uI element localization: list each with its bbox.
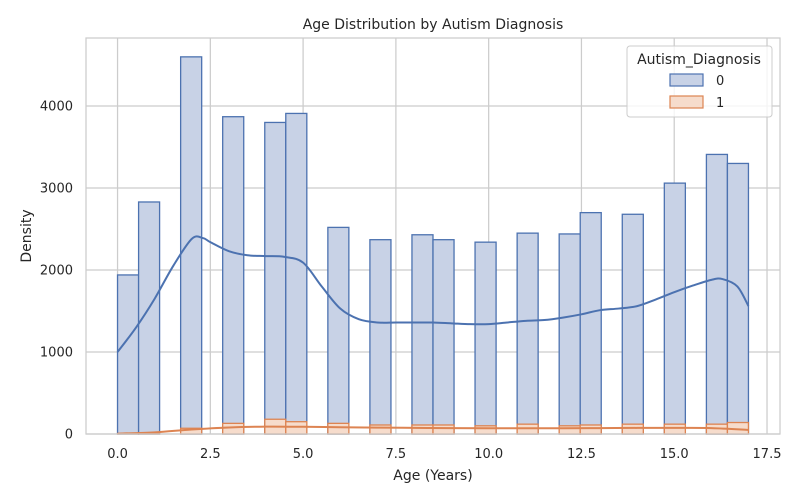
histogram-bar (579, 424, 602, 435)
histogram-bar (474, 241, 497, 435)
x-tick-label: 5.0 (293, 447, 314, 462)
histogram-bar (222, 422, 245, 435)
kde-line-series-1 (117, 425, 749, 435)
x-tick-label: 2.5 (200, 447, 221, 462)
chart-title: Age Distribution by Autism Diagnosis (303, 17, 564, 33)
plot-frame (85, 37, 781, 435)
histogram-bar (411, 424, 434, 435)
x-tick-label: 10.0 (474, 447, 503, 462)
histogram-bar (579, 211, 602, 435)
x-tick-label: 17.5 (753, 447, 782, 462)
legend-swatch-1 (669, 95, 704, 109)
legend: Autism_Diagnosis 0 1 (626, 45, 773, 118)
histogram-bar (558, 233, 581, 435)
kde-line-series-0 (116, 235, 750, 353)
histogram-bar (663, 423, 687, 435)
histogram-bar (369, 239, 392, 435)
histogram-bar (327, 422, 350, 435)
y-tick-label: 0 (65, 428, 73, 443)
histogram-bar (558, 425, 581, 435)
histogram-bar (285, 421, 308, 435)
y-tick-label: 2000 (40, 264, 73, 279)
histogram-bar (516, 232, 539, 435)
histogram-bar (116, 274, 140, 435)
histogram-bar (369, 424, 392, 435)
histogram-bar (222, 116, 245, 435)
histogram-bar (327, 226, 350, 435)
histogram-bar (621, 213, 644, 435)
x-tick-label: 12.5 (567, 447, 596, 462)
x-axis-label: Age (Years) (393, 468, 472, 484)
x-tick-label: 15.0 (660, 447, 689, 462)
x-tick-label: 7.5 (386, 447, 407, 462)
histogram-bar (179, 56, 203, 435)
legend-swatch-0 (669, 73, 704, 87)
histogram-bar (432, 424, 455, 435)
histogram-bar (474, 425, 497, 435)
y-axis-ticks: 0 1000 2000 3000 4000 (40, 100, 73, 443)
histogram-bars (116, 56, 750, 435)
x-tick-label: 0.0 (107, 447, 128, 462)
legend-label-1: 1 (716, 96, 724, 111)
y-tick-label: 4000 (40, 100, 73, 115)
legend-label-0: 0 (716, 74, 724, 89)
histogram-bar (621, 423, 644, 435)
series-0-bars (116, 56, 750, 435)
histogram-bar (264, 121, 287, 435)
kde-lines (116, 235, 750, 435)
histogram-bar (411, 234, 434, 435)
y-axis-label: Density (19, 209, 35, 262)
histogram-bar (432, 239, 455, 435)
histogram-bar (705, 153, 729, 435)
y-tick-label: 1000 (40, 346, 73, 361)
x-axis-ticks: 0.0 2.5 5.0 7.5 10.0 12.5 15.0 17.5 (107, 447, 781, 462)
histogram-bar (285, 112, 308, 435)
y-tick-label: 3000 (40, 182, 73, 197)
histogram-bar (663, 182, 687, 435)
legend-title: Autism_Diagnosis (637, 52, 761, 68)
